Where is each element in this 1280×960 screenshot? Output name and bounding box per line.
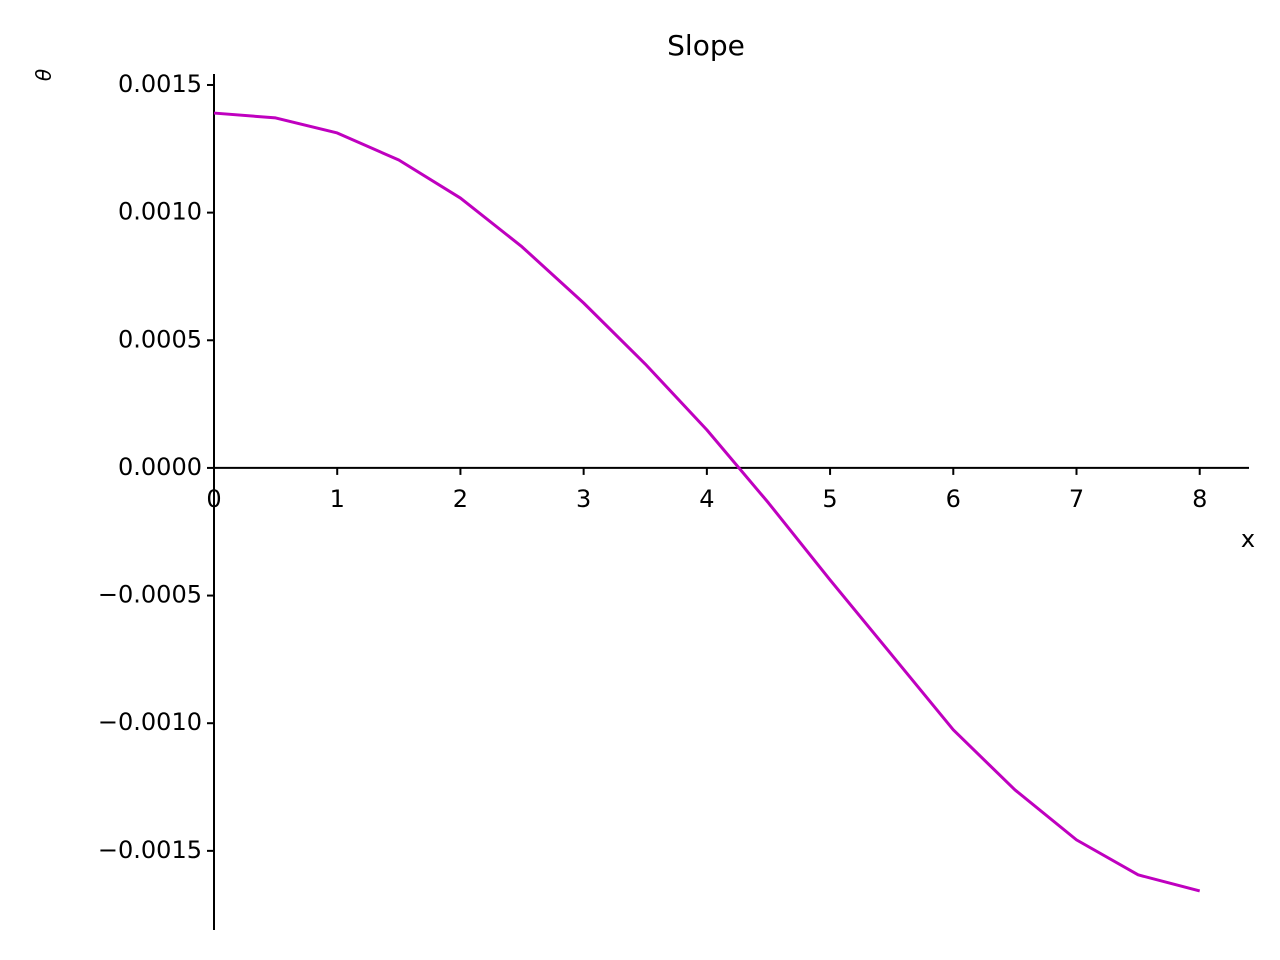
y-tick-label: −0.0010 [98, 708, 202, 736]
x-tick-label: 3 [576, 485, 591, 513]
x-tick-label: 0 [206, 485, 221, 513]
x-tick-label: 5 [822, 485, 837, 513]
x-tick-label: 4 [699, 485, 714, 513]
x-tick-label: 1 [330, 485, 345, 513]
data-line [213, 111, 1201, 893]
y-tick-label: 0.0010 [118, 198, 202, 226]
x-tick-label: 6 [946, 485, 961, 513]
y-tick-label: −0.0015 [98, 836, 202, 864]
x-tick-label: 8 [1192, 485, 1207, 513]
y-tick-label: 0.0000 [118, 453, 202, 481]
x-tick-label: 2 [453, 485, 468, 513]
y-axis-label: θ [32, 69, 56, 81]
x-tick-label: 7 [1069, 485, 1084, 513]
chart-title: Slope [667, 29, 745, 62]
y-tick-label: 0.0015 [118, 70, 202, 98]
x-axis-label: x [1241, 525, 1255, 553]
y-tick-label: 0.0005 [118, 325, 202, 353]
y-tick-label: −0.0005 [98, 581, 202, 609]
